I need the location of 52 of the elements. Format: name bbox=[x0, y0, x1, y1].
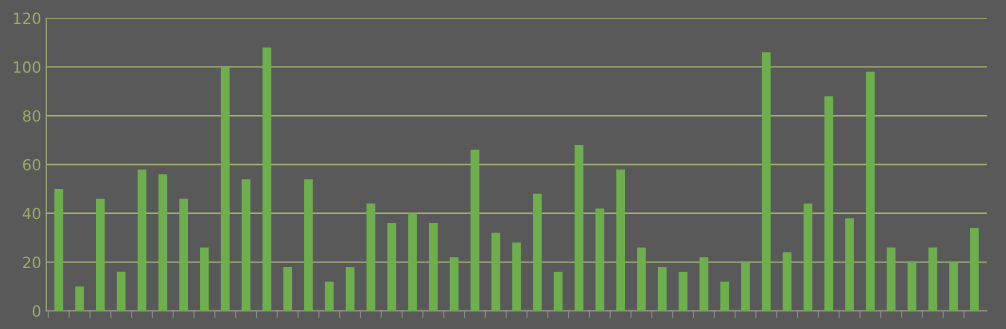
bar bbox=[116, 271, 126, 311]
bar bbox=[657, 266, 667, 311]
bar bbox=[491, 232, 501, 311]
bar bbox=[761, 52, 771, 311]
bar bbox=[366, 203, 376, 311]
bar bbox=[699, 257, 709, 311]
y-tick-label: 80 bbox=[23, 110, 41, 122]
bar bbox=[845, 218, 854, 311]
y-tick-label: 40 bbox=[22, 207, 41, 220]
bar bbox=[470, 149, 480, 311]
bar bbox=[179, 198, 188, 311]
bar bbox=[741, 262, 750, 311]
bar bbox=[803, 203, 813, 311]
bar bbox=[595, 208, 605, 311]
bar bbox=[158, 174, 168, 311]
y-tick-label: 20 bbox=[23, 256, 41, 269]
bar bbox=[574, 144, 584, 311]
bar bbox=[220, 66, 230, 311]
bar bbox=[970, 227, 979, 311]
bar bbox=[449, 257, 459, 311]
bar bbox=[824, 96, 834, 311]
bar bbox=[200, 247, 209, 311]
bar bbox=[886, 247, 896, 311]
bar bbox=[408, 213, 417, 311]
bar bbox=[553, 271, 563, 311]
y-tick-label: 0 bbox=[32, 305, 41, 317]
bar bbox=[262, 47, 272, 311]
bar bbox=[96, 198, 105, 311]
y-tick-label: 100 bbox=[13, 61, 41, 73]
y-tick-label: 60 bbox=[23, 158, 41, 171]
bar bbox=[512, 242, 521, 311]
bar bbox=[949, 262, 958, 311]
bar bbox=[907, 262, 917, 311]
bar bbox=[720, 281, 730, 311]
bar bbox=[865, 71, 875, 311]
bar bbox=[428, 223, 438, 311]
y-tick-label: 120 bbox=[13, 12, 41, 25]
bar bbox=[637, 247, 646, 311]
bar bbox=[387, 223, 397, 311]
bar bbox=[324, 281, 334, 311]
bar bbox=[241, 179, 251, 311]
bar bbox=[345, 266, 355, 311]
bar bbox=[678, 271, 688, 311]
bar bbox=[54, 188, 64, 311]
bar bbox=[283, 266, 293, 311]
bar bbox=[137, 169, 147, 311]
bar bbox=[533, 193, 542, 311]
bar bbox=[304, 179, 313, 311]
bar bbox=[75, 286, 84, 311]
bar bbox=[782, 252, 792, 311]
bar bbox=[928, 247, 938, 311]
bar bbox=[616, 169, 625, 311]
